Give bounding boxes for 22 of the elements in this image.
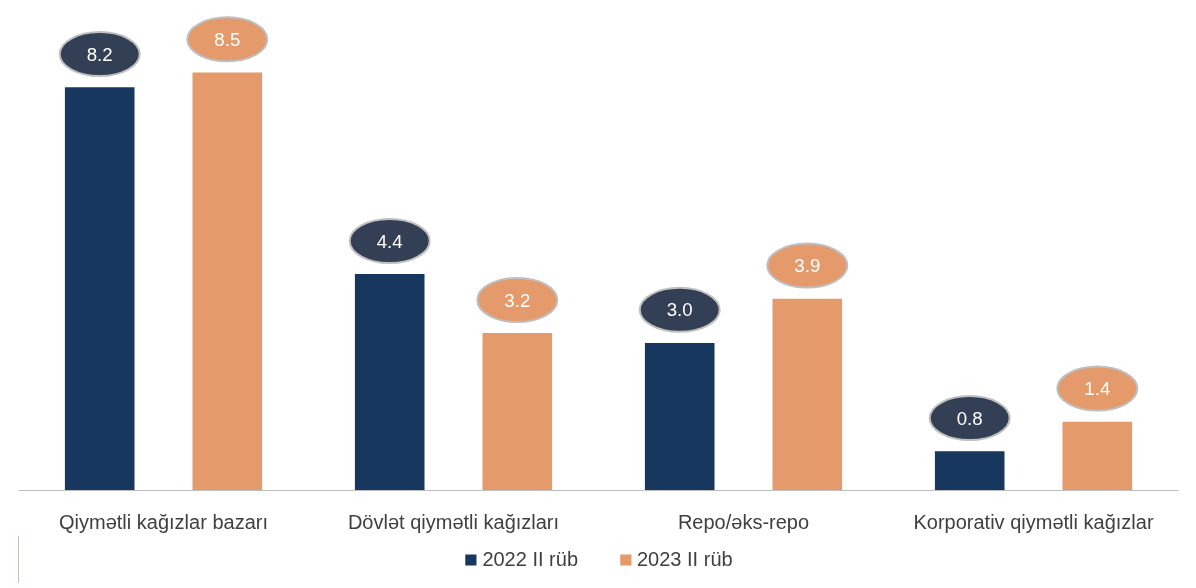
bar (354, 274, 425, 491)
bar (644, 342, 715, 491)
bar (192, 72, 263, 491)
data-label: 1.4 (1084, 378, 1111, 400)
bar (1062, 421, 1133, 491)
data-label: 0.8 (956, 407, 983, 429)
data-label: 4.4 (376, 230, 403, 252)
bar (934, 451, 1005, 491)
bar (772, 298, 843, 491)
legend-label: 2023 II rüb (637, 547, 733, 571)
x-tick-label: Repo/əks-repo (677, 510, 810, 533)
data-label: 3.2 (504, 289, 531, 311)
data-label: 8.5 (214, 28, 241, 50)
legend-label: 2022 II rüb (482, 547, 578, 571)
data-label: 3.0 (666, 299, 693, 321)
bar (64, 87, 135, 491)
x-tick-label: Korporativ qiymətli kağızlar (913, 510, 1154, 533)
x-tick-label: Dövlət qiymətli kağızları (347, 510, 560, 533)
data-label: 8.2 (86, 43, 113, 65)
data-label: 3.9 (794, 255, 821, 277)
x-tick-label: Qiymətli kağızlar bazarı (59, 510, 268, 533)
bar (482, 333, 553, 491)
